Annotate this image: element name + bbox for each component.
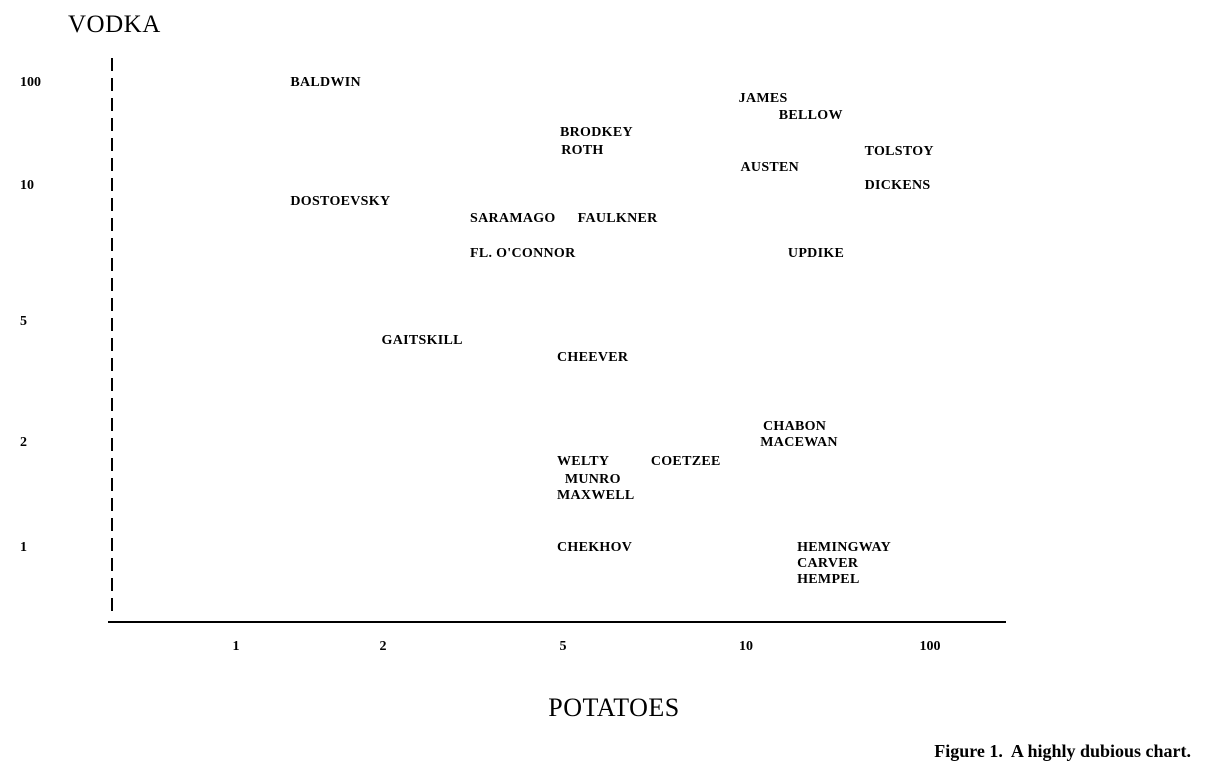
point-label-macewan: MACEWAN bbox=[760, 435, 838, 450]
x-tick-label-10: 10 bbox=[739, 639, 753, 654]
x-tick-label-1: 1 bbox=[232, 639, 240, 654]
y-tick-label-2: 2 bbox=[20, 435, 27, 450]
point-label-james: JAMES bbox=[738, 91, 788, 107]
x-tick-label-100: 100 bbox=[919, 639, 941, 654]
point-label-brodkey: BRODKEY bbox=[560, 125, 633, 141]
point-label-gaitskill: GAITSKILL bbox=[381, 332, 463, 348]
point-label-baldwin: BALDWIN bbox=[290, 75, 361, 90]
x-tick-label-5: 5 bbox=[559, 639, 567, 654]
point-label-cheever: CHEEVER bbox=[557, 350, 629, 366]
x-axis-title: POTATOES bbox=[548, 693, 680, 722]
point-label-chekhov: CHEKHOV bbox=[557, 540, 633, 555]
point-label-coetzee: COETZEE bbox=[650, 453, 721, 469]
x-tick-label-2: 2 bbox=[379, 639, 387, 654]
point-label-bellow: BELLOW bbox=[778, 108, 843, 124]
point-label-fl-o-connor: FL. O'CONNOR bbox=[470, 246, 576, 261]
y-tick-label-5: 5 bbox=[20, 314, 27, 329]
point-label-faulkner: FAULKNER bbox=[577, 210, 658, 226]
point-label-hempel: HEMPEL bbox=[797, 571, 860, 587]
point-label-tolstoy: TOLSTOY bbox=[864, 143, 934, 159]
point-label-dostoevsky: DOSTOEVSKY bbox=[290, 194, 391, 210]
y-axis-title: VODKA bbox=[68, 11, 161, 38]
point-label-maxwell: MAXWELL bbox=[557, 487, 635, 503]
figure-caption: Figure 1. A highly dubious chart. bbox=[934, 741, 1191, 761]
point-label-carver: CARVER bbox=[797, 555, 859, 571]
point-label-updike: UPDIKE bbox=[787, 246, 845, 261]
point-label-roth: ROTH bbox=[561, 142, 604, 158]
point-label-hemingway: HEMINGWAY bbox=[797, 540, 892, 555]
y-tick-label-1: 1 bbox=[20, 540, 27, 555]
point-label-austen: AUSTEN bbox=[740, 159, 800, 175]
point-label-munro: MUNRO bbox=[564, 471, 621, 487]
point-label-saramago: SARAMAGO bbox=[470, 210, 556, 226]
y-tick-label-10: 10 bbox=[20, 178, 34, 193]
point-label-dickens: DICKENS bbox=[864, 178, 931, 193]
y-tick-label-100: 100 bbox=[20, 75, 41, 90]
point-label-welty: WELTY bbox=[557, 453, 610, 469]
point-label-chabon: CHABON bbox=[762, 418, 827, 434]
